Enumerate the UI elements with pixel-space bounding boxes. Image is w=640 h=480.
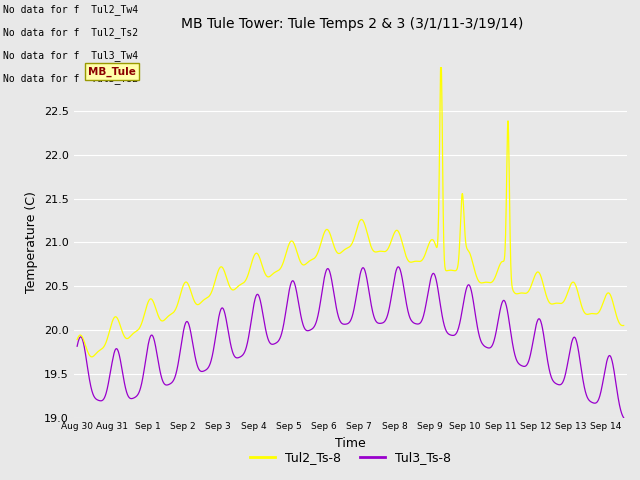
Legend: Tul2_Ts-8, Tul3_Ts-8: Tul2_Ts-8, Tul3_Ts-8 [245, 446, 456, 469]
Text: No data for f  Tul3_Tw4: No data for f Tul3_Tw4 [3, 50, 138, 61]
Tul3_Ts-8 [604, 354, 612, 360]
Tul2_Ts-8 [339, 248, 347, 253]
Tul2_Ts-8 [325, 228, 333, 234]
Tul3_Ts-8 [504, 310, 511, 316]
Tul3_Ts-8 [620, 415, 627, 420]
X-axis label: Time: Time [335, 437, 366, 450]
Tul2_Ts-8 [437, 56, 445, 61]
Y-axis label: Temperature (C): Temperature (C) [26, 192, 38, 293]
Text: MB_Tule: MB_Tule [88, 66, 136, 77]
Tul2_Ts-8 [102, 341, 109, 347]
Tul3_Ts-8 [324, 266, 332, 272]
Tul2_Ts-8 [504, 118, 512, 124]
Tul3_Ts-8 [101, 394, 109, 399]
Tul3_Ts-8 [74, 343, 81, 349]
Tul3_Ts-8 [339, 321, 347, 327]
Text: No data for f  Tul2_Ts2: No data for f Tul2_Ts2 [3, 27, 138, 38]
Tul2_Ts-8 [74, 337, 81, 343]
Text: MB Tule Tower: Tule Temps 2 & 3 (3/1/11-3/19/14): MB Tule Tower: Tule Temps 2 & 3 (3/1/11-… [181, 17, 523, 31]
Tul3_Ts-8 [394, 264, 402, 270]
Tul3_Ts-8 [604, 355, 612, 361]
Text: No data for f  Tul2_Tw4: No data for f Tul2_Tw4 [3, 4, 138, 15]
Tul2_Ts-8 [604, 290, 612, 296]
Tul2_Ts-8 [88, 354, 96, 360]
Line: Tul3_Ts-8: Tul3_Ts-8 [77, 267, 623, 418]
Text: No data for f  Tul3_Ts2: No data for f Tul3_Ts2 [3, 73, 138, 84]
Tul2_Ts-8 [605, 290, 612, 296]
Line: Tul2_Ts-8: Tul2_Ts-8 [77, 59, 623, 357]
Tul2_Ts-8 [620, 323, 627, 328]
